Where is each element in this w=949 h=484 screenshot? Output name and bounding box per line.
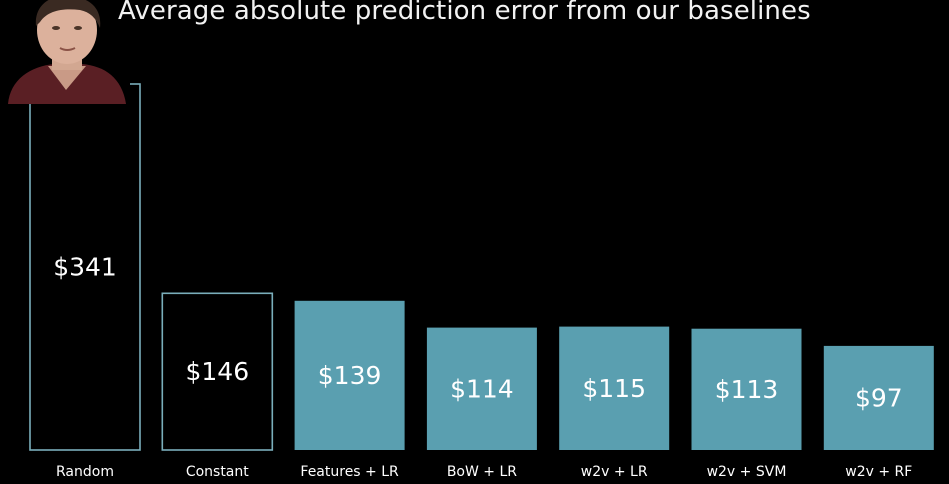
slide-title: Average absolute prediction error from o…: [118, 0, 811, 26]
category-label-features-lr: Features + LR: [300, 464, 399, 480]
bar-constant: [161, 292, 274, 451]
bar-bow-lr: [426, 327, 537, 450]
value-label-bow-lr: $114: [450, 374, 514, 403]
category-label-w2v-lr: w2v + LR: [581, 464, 648, 480]
presenter-webcam: [0, 0, 130, 104]
category-label-constant: Constant: [186, 464, 249, 480]
category-label-random: Random: [56, 464, 114, 480]
value-label-constant: $146: [185, 357, 249, 386]
bar-w2v-svm: [691, 328, 802, 450]
value-label-features-lr: $139: [318, 361, 382, 390]
bar-features-lr: [294, 300, 405, 450]
value-label-w2v-svm: $113: [715, 375, 779, 404]
bar-w2v-lr: [559, 326, 670, 450]
category-label-w2v-rf: w2v + RF: [845, 464, 912, 480]
category-label-bow-lr: BoW + LR: [447, 464, 517, 480]
category-label-w2v-svm: w2v + SVM: [707, 464, 787, 480]
value-label-w2v-rf: $97: [855, 383, 903, 412]
value-label-random: $341: [53, 253, 117, 282]
bar-w2v-rf: [823, 345, 934, 450]
presenter-image: [0, 0, 130, 104]
value-label-w2v-lr: $115: [582, 374, 646, 403]
